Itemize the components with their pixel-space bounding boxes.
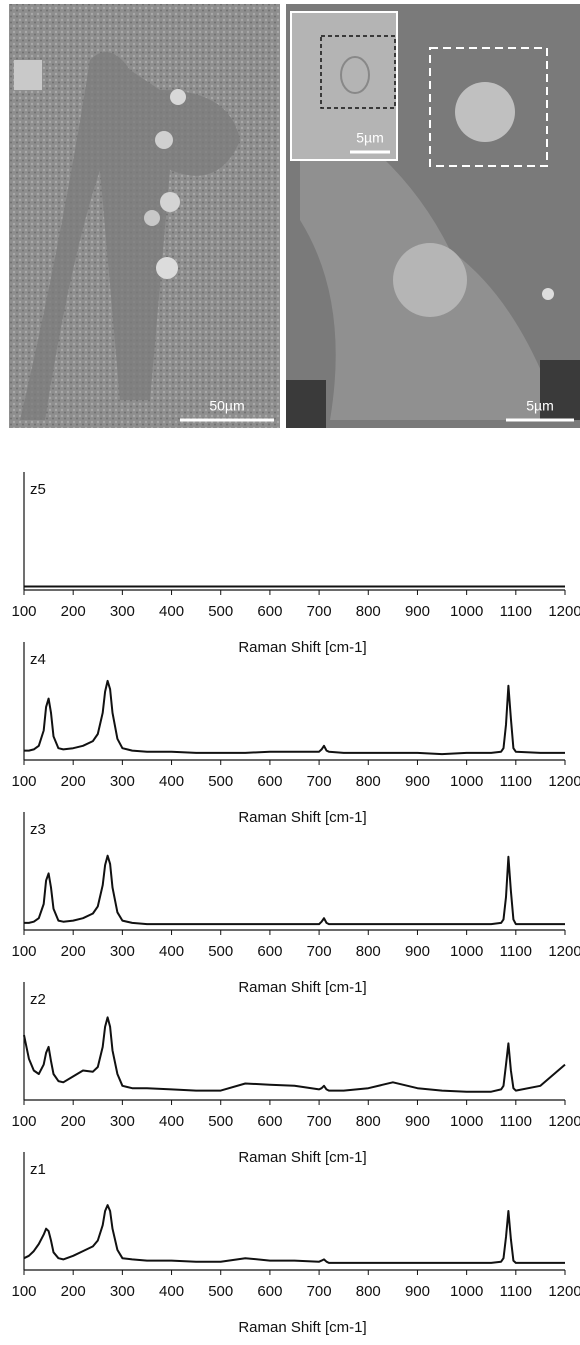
scale-bar-label: 5µm (526, 398, 554, 414)
x-tick-label: 700 (307, 1283, 332, 1300)
x-tick-label: 800 (356, 943, 381, 960)
x-tick-label: 300 (110, 1283, 135, 1300)
x-tick-label: 1100 (500, 1283, 532, 1300)
x-tick-label: 200 (61, 1113, 86, 1130)
x-tick-label: 900 (405, 943, 430, 960)
x-axis-label: Raman Shift [cm-1] (238, 809, 366, 826)
x-tick-label: 300 (110, 773, 135, 790)
x-tick-label: 700 (307, 773, 332, 790)
x-tick-label: 800 (356, 1113, 381, 1130)
x-tick-label: 1100 (500, 943, 532, 960)
x-tick-label: 500 (208, 943, 233, 960)
x-tick-label: 800 (356, 603, 381, 620)
x-tick-label: 1200 (548, 1113, 580, 1130)
x-tick-label: 100 (11, 943, 36, 960)
x-tick-label: 900 (405, 1113, 430, 1130)
x-tick-label: 1200 (548, 603, 580, 620)
x-tick-label: 400 (159, 1113, 184, 1130)
x-axis-label: Raman Shift [cm-1] (238, 979, 366, 996)
sem-image-left: 50µm (9, 4, 280, 428)
x-tick-label: 100 (11, 1283, 36, 1300)
x-tick-label: 600 (257, 1283, 282, 1300)
spectrum-line (24, 679, 565, 756)
x-tick-label: 800 (356, 1283, 381, 1300)
x-tick-label: 300 (110, 1113, 135, 1130)
x-tick-label: 200 (61, 773, 86, 790)
inset-scale-bar-label: 5µm (356, 130, 384, 146)
panel-label: z5 (30, 481, 46, 498)
x-axis-label: Raman Shift [cm-1] (238, 639, 366, 656)
x-tick-label: 500 (208, 1113, 233, 1130)
x-axis-label: Raman Shift [cm-1] (238, 1319, 366, 1336)
x-tick-label: 200 (61, 603, 86, 620)
scale-bar-label: 50µm (209, 398, 244, 414)
x-tick-label: 900 (405, 773, 430, 790)
x-tick-label: 200 (61, 1283, 86, 1300)
panel-label: z1 (30, 1161, 46, 1178)
x-tick-label: 600 (257, 943, 282, 960)
x-tick-label: 900 (405, 1283, 430, 1300)
x-tick-label: 400 (159, 1283, 184, 1300)
x-tick-label: 1000 (450, 943, 483, 960)
x-tick-label: 100 (11, 1113, 36, 1130)
x-tick-label: 500 (208, 1283, 233, 1300)
x-tick-label: 1200 (548, 773, 580, 790)
x-tick-label: 1100 (500, 1113, 532, 1130)
x-tick-label: 300 (110, 943, 135, 960)
x-tick-label: 500 (208, 773, 233, 790)
x-tick-label: 600 (257, 1113, 282, 1130)
x-axis-label: Raman Shift [cm-1] (238, 1149, 366, 1166)
spectrum-line (23, 1204, 565, 1264)
x-tick-label: 900 (405, 603, 430, 620)
x-tick-label: 700 (307, 603, 332, 620)
x-tick-label: 400 (159, 943, 184, 960)
x-tick-label: 1000 (450, 1283, 483, 1300)
x-tick-label: 100 (11, 773, 36, 790)
spectrum-line (24, 854, 565, 926)
x-tick-label: 800 (356, 773, 381, 790)
x-tick-label: 700 (307, 943, 332, 960)
x-tick-label: 100 (11, 603, 36, 620)
x-tick-label: 600 (257, 603, 282, 620)
sem-image-right: 5µm 5µm (286, 4, 580, 428)
x-tick-label: 400 (159, 603, 184, 620)
x-tick-label: 1000 (450, 773, 483, 790)
x-tick-label: 1000 (450, 1113, 483, 1130)
x-tick-label: 1100 (500, 773, 532, 790)
x-tick-label: 300 (110, 603, 135, 620)
x-tick-label: 1100 (500, 603, 532, 620)
x-tick-label: 500 (208, 603, 233, 620)
x-tick-label: 700 (307, 1113, 332, 1130)
x-tick-label: 1000 (450, 603, 483, 620)
x-tick-label: 600 (257, 773, 282, 790)
x-tick-label: 200 (61, 943, 86, 960)
x-tick-label: 1200 (548, 943, 580, 960)
panel-label: z3 (30, 821, 46, 838)
x-tick-label: 400 (159, 773, 184, 790)
spectrum-line (23, 1016, 566, 1093)
panel-label: z2 (30, 991, 46, 1008)
panel-label: z4 (30, 651, 46, 668)
x-tick-label: 1200 (548, 1283, 580, 1300)
